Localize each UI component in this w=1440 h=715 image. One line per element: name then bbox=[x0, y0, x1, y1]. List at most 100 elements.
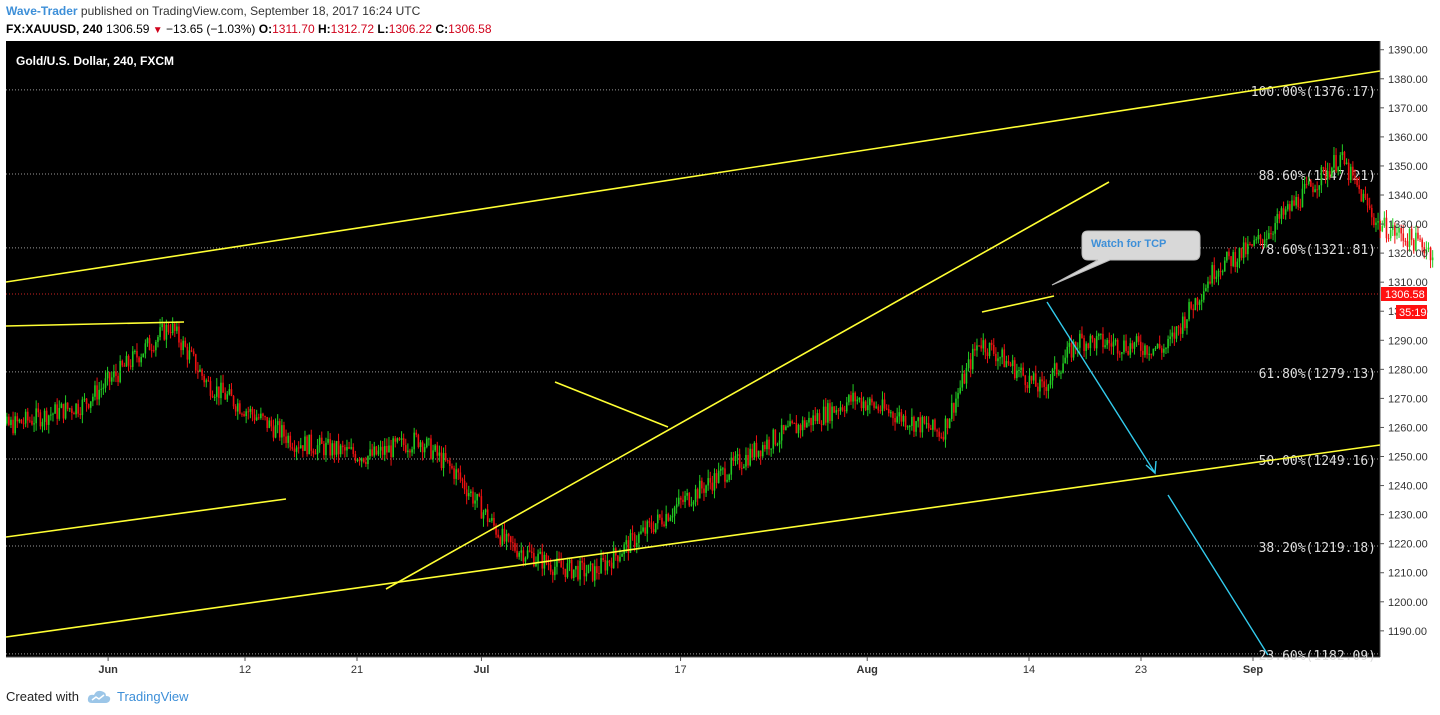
candle-body bbox=[738, 454, 741, 468]
candle-body bbox=[1295, 196, 1297, 206]
candle-body bbox=[150, 350, 153, 352]
candle-body bbox=[705, 485, 707, 493]
candle-body bbox=[1326, 171, 1329, 179]
time-axis[interactable] bbox=[6, 657, 1434, 681]
june-support-line[interactable] bbox=[6, 498, 287, 538]
candle-body bbox=[669, 517, 672, 521]
candle-body bbox=[89, 401, 92, 408]
price-axis[interactable] bbox=[1380, 41, 1434, 657]
candle-body bbox=[948, 418, 951, 429]
candle-body bbox=[390, 445, 392, 458]
y-tick-label: 1320.00 bbox=[1388, 248, 1428, 260]
candle-body bbox=[1301, 188, 1304, 208]
candle-body bbox=[787, 426, 789, 428]
candle-body bbox=[289, 435, 292, 448]
candle-body bbox=[1289, 204, 1291, 211]
candle-body bbox=[982, 340, 985, 349]
candle-body bbox=[1020, 367, 1022, 370]
candle-body bbox=[360, 458, 363, 462]
symbol-label[interactable]: FX:XAUUSD, 240 bbox=[6, 22, 103, 36]
projection-arrow-1[interactable] bbox=[1046, 301, 1156, 474]
candle-body bbox=[1165, 348, 1167, 350]
candle-body bbox=[831, 406, 833, 421]
candle-body bbox=[474, 500, 476, 504]
candle-body bbox=[1257, 235, 1260, 240]
candle-body bbox=[887, 409, 890, 414]
candle-body bbox=[367, 456, 369, 465]
candle-body bbox=[438, 452, 441, 456]
price-chart[interactable]: 100.00%(1376.17) 88.60%(1347.21) 78.60%(13… bbox=[6, 41, 1434, 681]
upper-channel-line[interactable] bbox=[6, 70, 1381, 283]
september-support-line[interactable] bbox=[981, 295, 1055, 313]
candle-body bbox=[1097, 334, 1100, 337]
august-resistance-line[interactable] bbox=[554, 381, 669, 428]
candle-body bbox=[163, 324, 166, 340]
lower-channel-line[interactable] bbox=[6, 444, 1381, 638]
candle-body bbox=[850, 395, 852, 402]
candle-body bbox=[58, 407, 61, 419]
candle-body bbox=[1303, 183, 1306, 189]
candle-body bbox=[848, 395, 850, 403]
annotation-callout[interactable]: Watch for TCP bbox=[1051, 230, 1201, 286]
candle-body bbox=[629, 533, 632, 553]
candle-body bbox=[43, 410, 46, 422]
candle-body bbox=[1196, 298, 1199, 305]
candle-body bbox=[113, 371, 115, 378]
candle-body bbox=[869, 398, 871, 406]
open-label: O: bbox=[258, 22, 273, 36]
candle-body bbox=[822, 406, 825, 425]
candle-body bbox=[278, 421, 281, 438]
projection-arrow-2[interactable] bbox=[1167, 494, 1269, 656]
candle-body bbox=[652, 529, 655, 533]
candle-body bbox=[1016, 370, 1018, 379]
candle-body bbox=[1072, 341, 1075, 358]
candle-body bbox=[1368, 205, 1371, 208]
candle-body bbox=[965, 367, 968, 384]
candle-body bbox=[425, 438, 428, 448]
candle-body bbox=[1024, 375, 1027, 386]
fib-level-label: 78.60%(1321.81) bbox=[1259, 243, 1376, 258]
candle-body bbox=[356, 459, 359, 461]
candle-body bbox=[902, 415, 905, 422]
candle-body bbox=[476, 494, 478, 501]
candle-body bbox=[1236, 261, 1239, 267]
candle-body bbox=[656, 514, 659, 524]
author-link[interactable]: Wave-Trader bbox=[6, 4, 78, 18]
candle-body bbox=[1079, 333, 1081, 348]
trendlines[interactable] bbox=[6, 70, 1381, 638]
candle-body bbox=[944, 418, 947, 440]
tradingview-link[interactable]: TradingView bbox=[116, 689, 189, 704]
candle-body bbox=[1116, 339, 1119, 354]
candle-body bbox=[66, 402, 69, 409]
rising-trendline[interactable] bbox=[385, 181, 1110, 590]
candle-body bbox=[81, 399, 84, 416]
candle-body bbox=[1028, 375, 1031, 389]
candle-body bbox=[402, 438, 405, 446]
candle-body bbox=[509, 536, 512, 543]
candle-body bbox=[1291, 200, 1293, 211]
candle-body bbox=[814, 415, 817, 422]
candle-body bbox=[562, 567, 565, 569]
candle-body bbox=[236, 403, 239, 412]
candle-body bbox=[173, 323, 176, 331]
candle-body bbox=[1238, 247, 1241, 262]
high-value: 1312.72 bbox=[330, 22, 375, 36]
y-tick-label: 1220.00 bbox=[1388, 539, 1428, 551]
candle-body bbox=[83, 398, 86, 400]
candle-body bbox=[491, 517, 493, 521]
june-top-line[interactable] bbox=[6, 321, 185, 327]
candle-body bbox=[463, 480, 466, 490]
candle-body bbox=[1085, 343, 1087, 351]
projection-arrows[interactable] bbox=[1046, 301, 1269, 656]
candle-body bbox=[808, 417, 810, 423]
candle-body bbox=[801, 420, 804, 431]
candle-body bbox=[110, 377, 113, 382]
candle-body bbox=[386, 446, 388, 453]
candle-body bbox=[199, 369, 201, 372]
candle-body bbox=[820, 423, 823, 425]
candle-body bbox=[1076, 347, 1079, 349]
y-tick-label: 1210.00 bbox=[1388, 568, 1428, 580]
x-tick-label: Jun bbox=[98, 664, 118, 676]
candle-body bbox=[312, 450, 315, 454]
candle-body bbox=[45, 410, 48, 425]
